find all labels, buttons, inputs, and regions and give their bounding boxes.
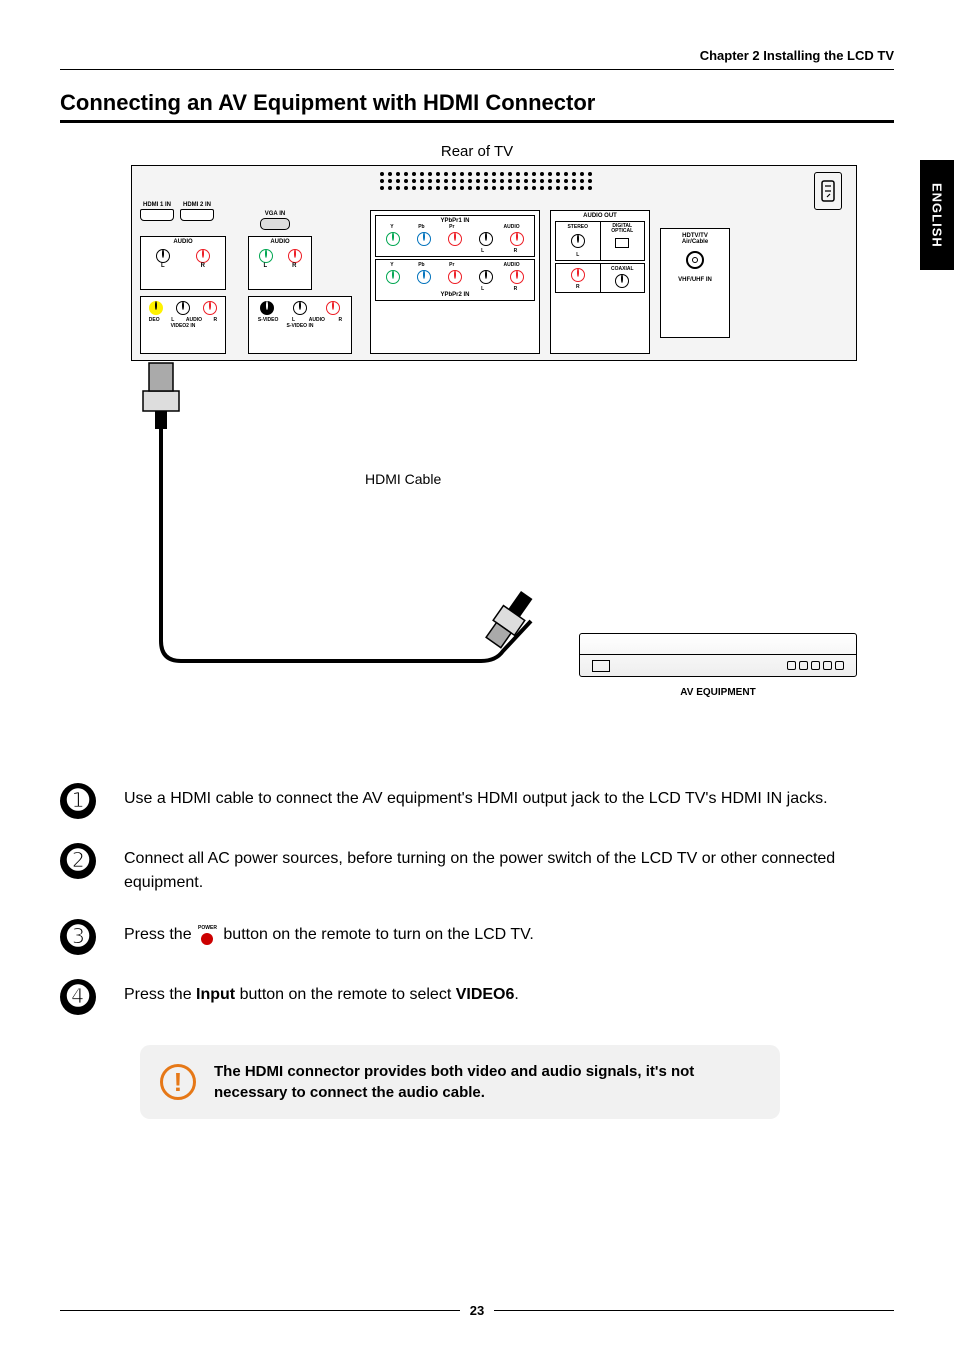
- chapter-header: Chapter 2 Installing the LCD TV: [60, 48, 894, 63]
- vga-audio-box: AUDIO LR: [248, 236, 312, 290]
- audio-out-box: AUDIO OUT STEREO L DIGITAL OPTICAL: [550, 210, 650, 354]
- av-equipment: AV EQUIPMENT: [579, 633, 857, 703]
- video2-box: DEOLAUDIOR VIDEO2 IN: [140, 296, 226, 354]
- ypbpr-box: YPbPr1 IN YPbPrAUDIO LR YPbPrAUDIO: [370, 210, 540, 354]
- step-1: ➊ Use a HDMI cable to connect the AV equ…: [60, 783, 894, 819]
- step-number-3: ➌: [60, 919, 96, 955]
- power-button-icon: POWER: [198, 925, 217, 945]
- hdmi-audio-box: AUDIO LR: [140, 236, 226, 290]
- step-3-text: Press the POWER button on the remote to …: [124, 919, 534, 947]
- hdmi1-port: HDMI 1 IN: [140, 202, 174, 221]
- step-4-text: Press the Input button on the remote to …: [124, 979, 519, 1007]
- av-equipment-label: AV EQUIPMENT: [579, 687, 857, 698]
- vga-port: VGA IN: [260, 211, 290, 230]
- note-text: The HDMI connector provides both video a…: [214, 1061, 760, 1103]
- card-slot-icon: [814, 172, 842, 210]
- antenna-box: HDTV/TV Air/Cable VHF/UHF IN: [660, 228, 730, 338]
- step-1-text: Use a HDMI cable to connect the AV equip…: [124, 783, 828, 811]
- divider-top: [60, 69, 894, 70]
- step-4: ➍ Press the Input button on the remote t…: [60, 979, 894, 1015]
- divider-title: [60, 120, 894, 123]
- av-equipment-box: [579, 633, 857, 677]
- hdmi2-port: HDMI 2 IN: [180, 202, 214, 221]
- section-title: Connecting an AV Equipment with HDMI Con…: [60, 90, 894, 116]
- alert-icon: !: [160, 1064, 196, 1100]
- note-box: ! The HDMI connector provides both video…: [140, 1045, 780, 1119]
- step-2-text: Connect all AC power sources, before tur…: [124, 843, 894, 895]
- step-number-2: ➋: [60, 843, 96, 879]
- connection-diagram: Rear of TV HDMI 1 IN HDMI 2 IN VGA IN AU: [97, 143, 857, 703]
- step-number-1: ➊: [60, 783, 96, 819]
- language-tab: ENGLISH: [920, 160, 954, 270]
- step-number-4: ➍: [60, 979, 96, 1015]
- step-2: ➋ Connect all AC power sources, before t…: [60, 843, 894, 895]
- rear-of-tv-label: Rear of TV: [97, 143, 857, 160]
- vent-grille: [380, 172, 650, 198]
- page-footer: 23: [60, 1303, 894, 1318]
- hdmi-cable-label: HDMI Cable: [365, 471, 441, 487]
- svideo-box: S-VIDEOLAUDIOR S-VIDEO IN: [248, 296, 352, 354]
- tv-rear-panel: HDMI 1 IN HDMI 2 IN VGA IN AUDIO LR AUDI…: [131, 165, 857, 361]
- page: Chapter 2 Installing the LCD TV Connecti…: [0, 0, 954, 1354]
- instruction-steps: ➊ Use a HDMI cable to connect the AV equ…: [60, 783, 894, 1015]
- page-number: 23: [460, 1303, 494, 1318]
- step-3: ➌ Press the POWER button on the remote t…: [60, 919, 894, 955]
